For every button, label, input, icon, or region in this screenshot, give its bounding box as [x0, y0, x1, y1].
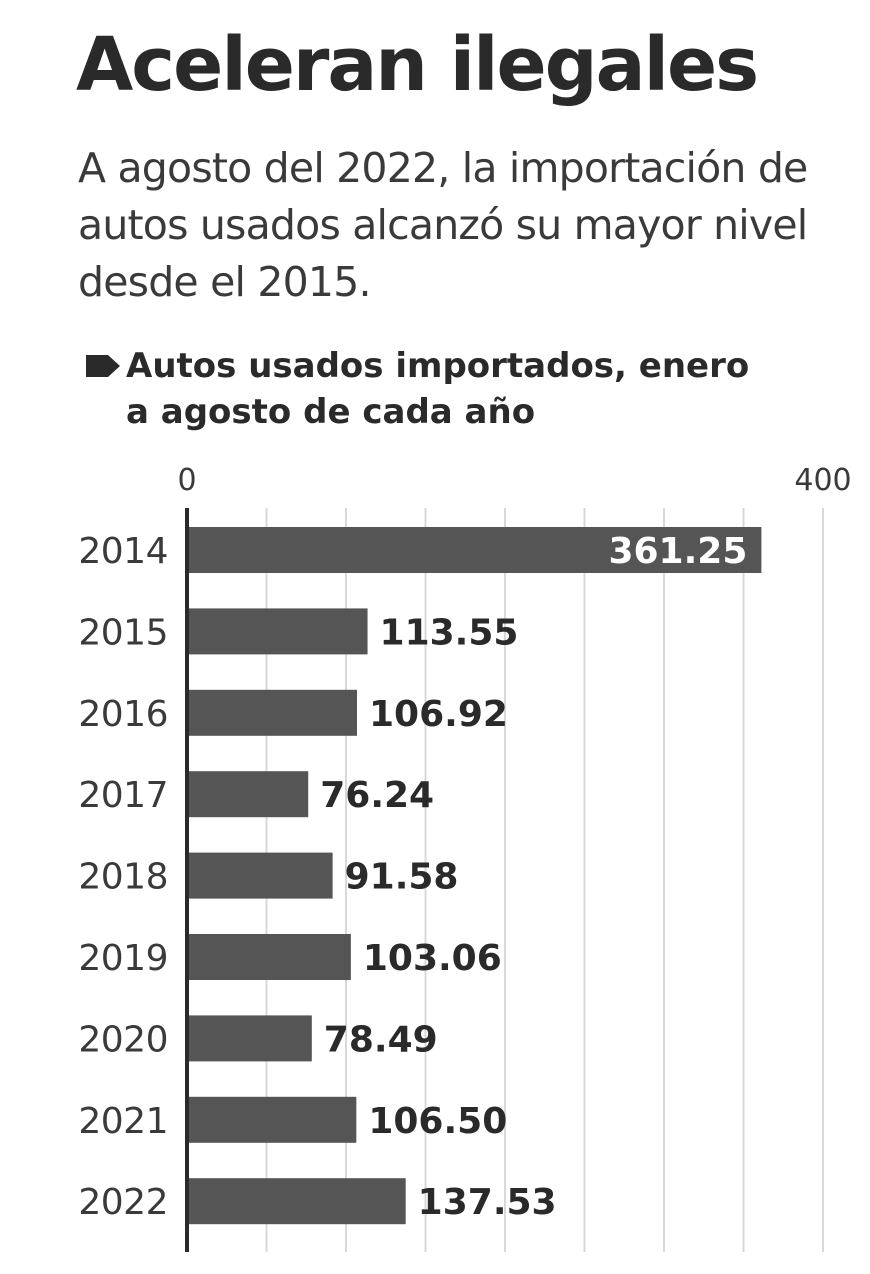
bar [187, 852, 333, 899]
chart-title: Aceleran ilegales [76, 22, 759, 108]
bar [187, 1096, 357, 1143]
data-label: 78.49 [324, 1019, 438, 1060]
category-label: 2017 [78, 775, 168, 816]
category-label: 2021 [78, 1101, 168, 1142]
bar [187, 771, 309, 818]
data-label: 106.92 [369, 694, 508, 735]
data-label: 76.24 [320, 775, 434, 816]
x-tick-label: 400 [794, 463, 851, 498]
category-label: 2022 [78, 1182, 168, 1223]
category-label: 2020 [78, 1019, 168, 1060]
category-label: 2014 [78, 531, 168, 572]
bar [187, 1015, 312, 1062]
bar [187, 1178, 406, 1225]
bar [187, 689, 358, 736]
category-label: 2015 [78, 612, 168, 653]
data-label: 103.06 [363, 938, 502, 979]
category-label: 2016 [78, 694, 168, 735]
category-label: 2018 [78, 857, 168, 898]
x-tick-label: 0 [177, 463, 196, 498]
bar [187, 934, 351, 980]
chart-label-text: Autos usados importados, enero a agosto … [126, 346, 750, 432]
data-label: 137.53 [418, 1182, 557, 1223]
category-label: 2019 [78, 938, 168, 979]
data-label: 91.58 [345, 857, 459, 898]
chart-subtitle: A agosto del 2022, la importación de aut… [78, 144, 808, 306]
data-label: 113.55 [380, 612, 519, 653]
data-label: 361.25 [608, 531, 747, 572]
label-marker-icon [86, 355, 120, 377]
bar [187, 527, 762, 573]
data-label: 106.50 [368, 1101, 507, 1142]
bar [187, 608, 368, 655]
